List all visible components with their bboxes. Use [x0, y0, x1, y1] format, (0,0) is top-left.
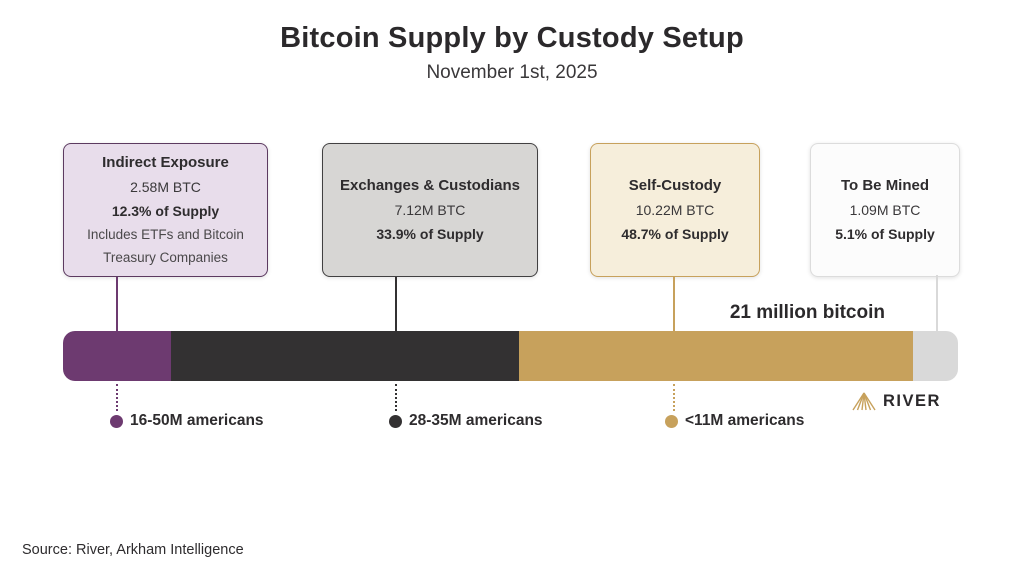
callout-exchanges-custodians: Exchanges & Custodians 7.12M BTC 33.9% o… — [322, 143, 538, 277]
connector-exchanges-custodians — [395, 277, 397, 332]
total-supply-label: 21 million bitcoin — [729, 302, 885, 323]
legend-label: 28-35M americans — [409, 412, 543, 429]
legend-label: <11M americans — [685, 412, 805, 429]
supply-stacked-bar — [63, 331, 958, 381]
connector-to-be-mined — [936, 275, 938, 332]
page-title: Bitcoin Supply by Custody Setup — [280, 22, 744, 54]
bar-segment-indirect-exposure — [63, 331, 172, 381]
legend-item-indirect-exposure: 16-50M americans — [110, 412, 264, 430]
legend-item-self-custody: <11M americans — [665, 412, 804, 430]
legend-dot-purple — [110, 414, 123, 428]
callout-title: Indirect Exposure — [102, 154, 229, 171]
callout-btc-amount: 10.22M BTC — [635, 202, 715, 218]
callout-btc-amount: 2.58M BTC — [130, 179, 201, 195]
legend-dot-gold — [665, 414, 678, 428]
river-brand-name: RIVER — [883, 392, 941, 410]
river-brand: RIVER — [851, 391, 941, 412]
river-mountain-icon — [852, 392, 876, 411]
dotted-connector-self-custody — [673, 384, 675, 411]
callout-to-be-mined: To Be Mined 1.09M BTC 5.1% of Supply — [810, 143, 960, 277]
callout-title: To Be Mined — [840, 177, 930, 194]
connector-indirect-exposure — [116, 277, 118, 332]
callout-supply-pct: 33.9% of Supply — [376, 226, 484, 242]
legend-item-exchanges-custodians: 28-35M americans — [389, 412, 543, 430]
callout-btc-amount: 7.12M BTC — [394, 202, 466, 218]
legend-label: 16-50M americans — [130, 412, 264, 429]
source-attribution: Source: River, Arkham Intelligence — [22, 542, 244, 558]
callout-note: Includes ETFs and Bitcoin Treasury Compa… — [87, 227, 244, 265]
dotted-connector-exchanges-custodians — [395, 384, 397, 411]
bar-segment-to-be-mined — [913, 331, 958, 381]
callout-title: Exchanges & Custodians — [339, 177, 521, 194]
bar-segment-self-custody — [519, 331, 914, 381]
page-subtitle: November 1st, 2025 — [426, 62, 598, 83]
callout-supply-pct: 12.3% of Supply — [111, 203, 220, 219]
dotted-connector-indirect-exposure — [116, 384, 118, 411]
callout-indirect-exposure: Indirect Exposure 2.58M BTC 12.3% of Sup… — [63, 143, 268, 277]
bar-segment-exchanges-custodians — [171, 331, 520, 381]
callout-supply-pct: 48.7% of Supply — [621, 226, 729, 242]
connector-self-custody — [673, 277, 675, 332]
callout-btc-amount: 1.09M BTC — [849, 202, 921, 218]
legend-dot-dark — [389, 414, 402, 428]
callout-supply-pct: 5.1% of Supply — [835, 226, 935, 242]
callout-title: Self-Custody — [628, 177, 722, 194]
callout-self-custody: Self-Custody 10.22M BTC 48.7% of Supply — [590, 143, 760, 277]
